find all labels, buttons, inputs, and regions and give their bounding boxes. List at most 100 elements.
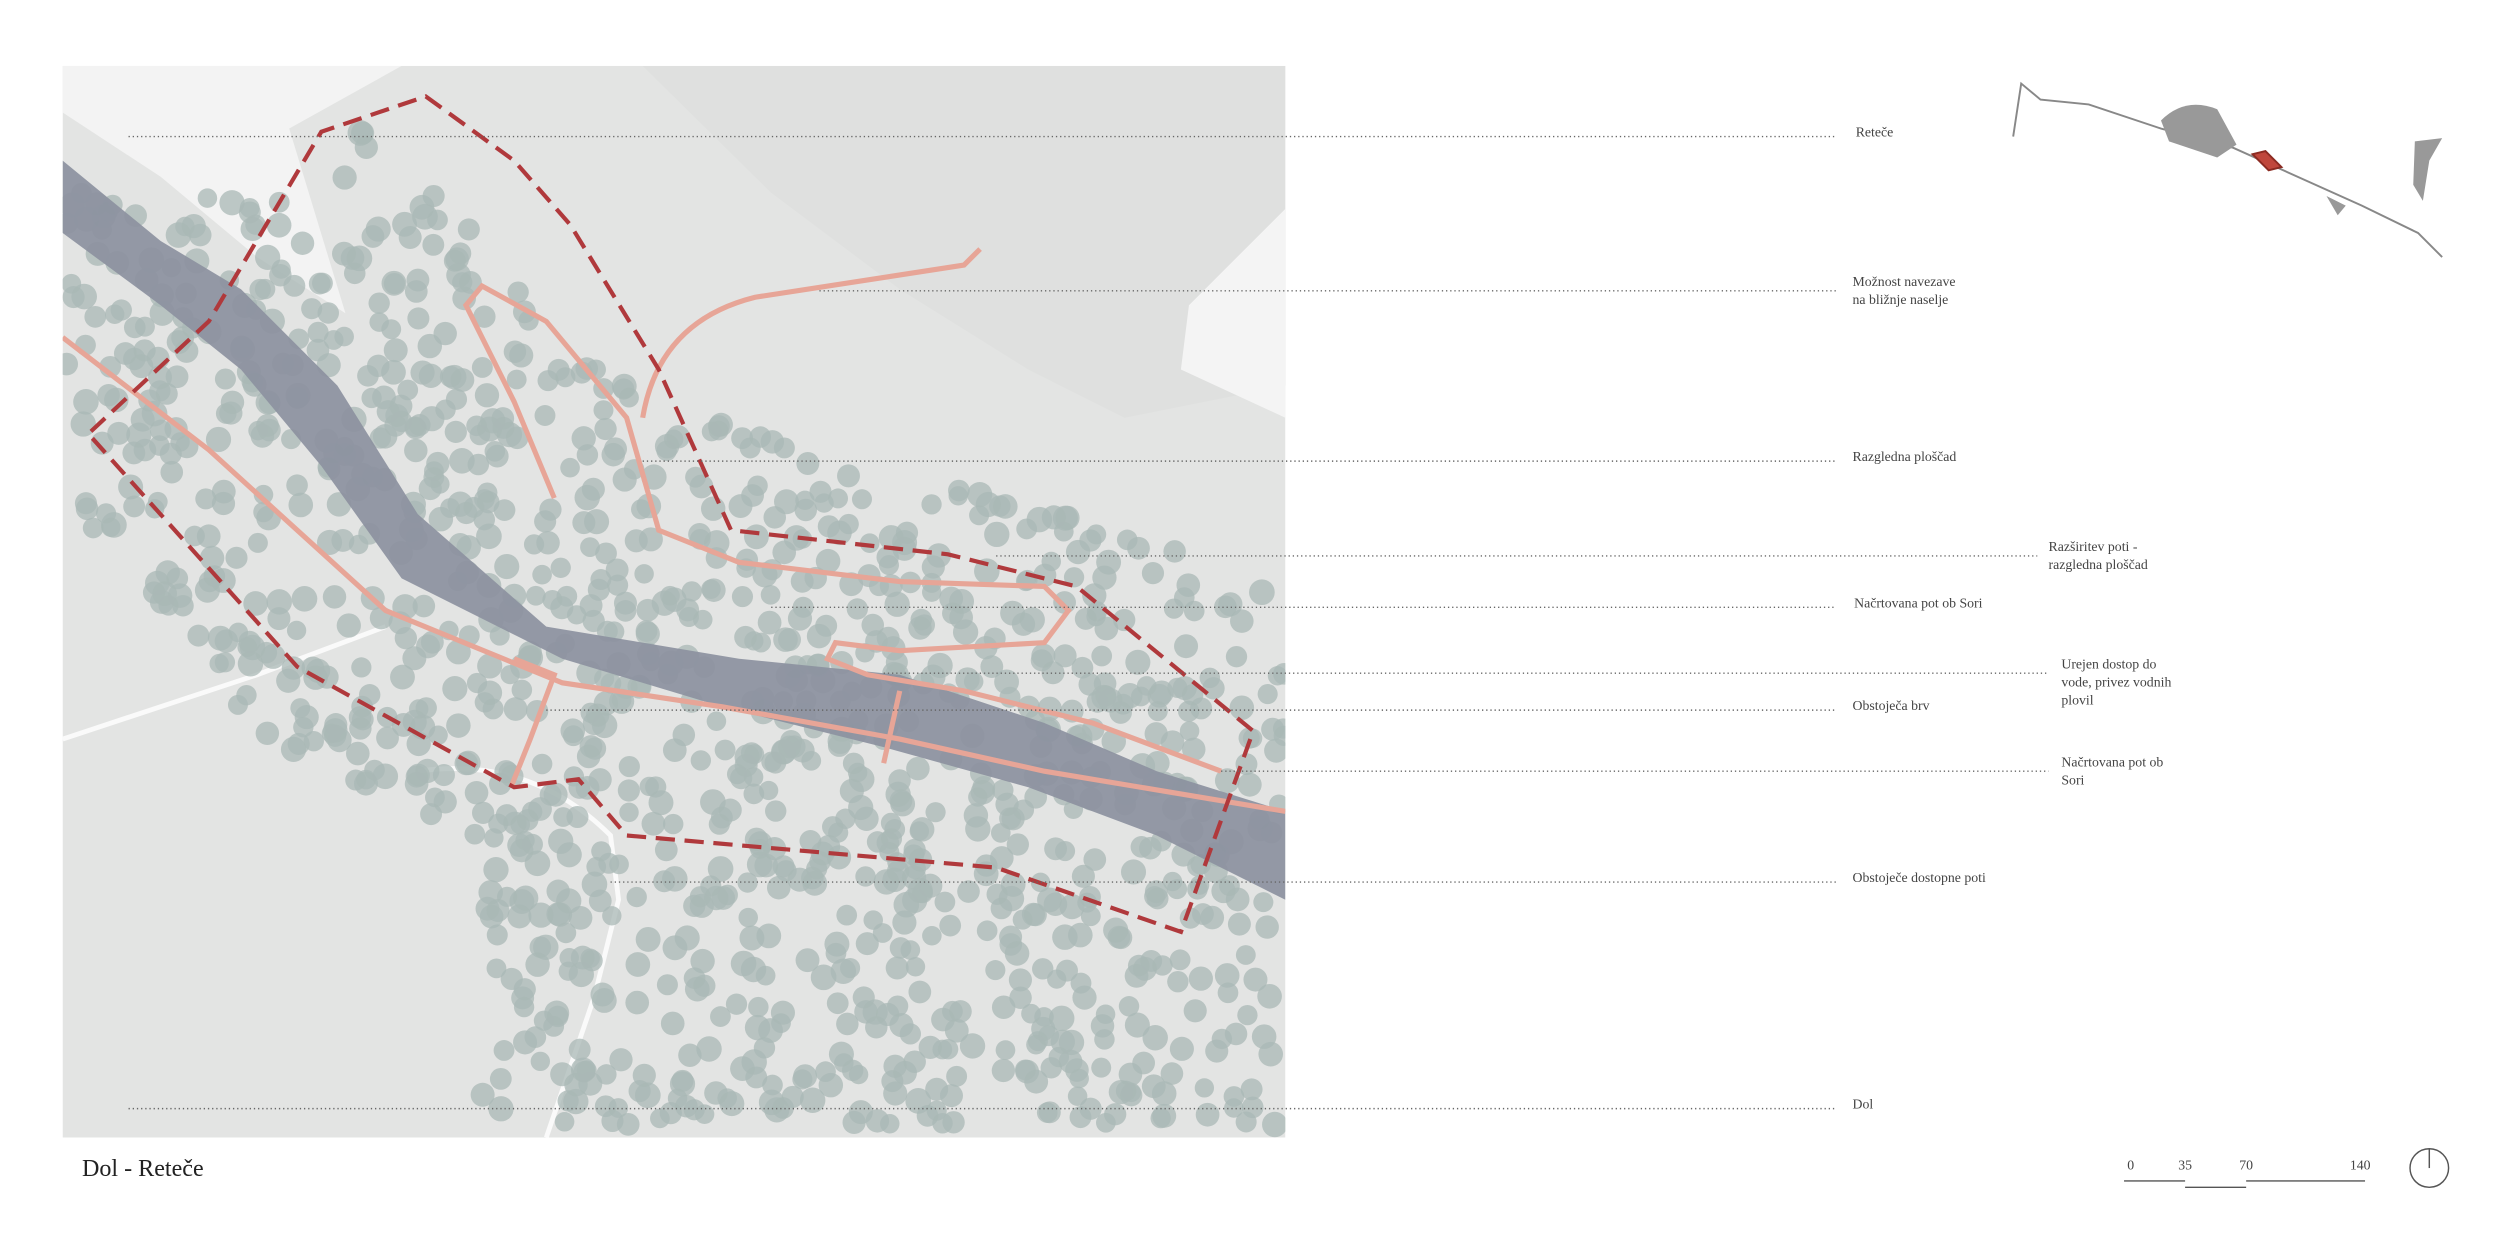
tree xyxy=(1178,700,1200,722)
tree xyxy=(525,952,550,977)
tree xyxy=(1125,649,1151,675)
tree xyxy=(714,739,736,761)
tree xyxy=(885,651,908,674)
tree xyxy=(73,389,99,415)
tree xyxy=(493,499,516,522)
tree xyxy=(1021,902,1046,926)
tree xyxy=(366,354,390,378)
tree xyxy=(1249,579,1275,606)
tree xyxy=(1141,562,1165,585)
annotation-label: na bližnje naselje xyxy=(1853,292,1949,307)
tree xyxy=(394,627,418,650)
tree xyxy=(603,621,625,642)
tree xyxy=(946,1065,968,1087)
tree xyxy=(531,753,553,775)
tree xyxy=(560,718,586,744)
tree xyxy=(525,585,546,606)
tree xyxy=(317,302,340,324)
tree xyxy=(446,262,471,288)
tree xyxy=(681,581,702,602)
leader-lines: Reteče Možnost navezave na bližnje naselje… xyxy=(128,125,2171,1112)
tree xyxy=(1103,917,1129,943)
tree xyxy=(624,529,648,553)
tree xyxy=(810,964,837,991)
tree xyxy=(347,120,374,146)
tree xyxy=(1031,643,1056,668)
tree xyxy=(420,803,443,826)
tree xyxy=(1169,1036,1194,1061)
tree xyxy=(568,905,593,930)
tree xyxy=(1021,1003,1041,1024)
tree xyxy=(1009,986,1032,1009)
tree xyxy=(118,474,144,500)
tree xyxy=(171,326,195,350)
tree xyxy=(922,925,942,946)
tree xyxy=(910,817,935,842)
tree xyxy=(410,360,435,385)
tree xyxy=(267,607,291,631)
tree xyxy=(1160,730,1185,754)
tree xyxy=(1167,970,1189,993)
tree xyxy=(1235,945,1256,965)
tree xyxy=(315,665,339,689)
tree xyxy=(1078,673,1102,696)
tree xyxy=(992,779,1014,801)
tree xyxy=(207,625,233,651)
annotation-label: Načrtovana pot ob xyxy=(2061,754,2163,769)
tree xyxy=(1079,529,1102,552)
tree xyxy=(543,782,568,807)
tree xyxy=(248,420,268,441)
annotation-label: Obstoječa brv xyxy=(1853,698,1930,713)
tree xyxy=(332,165,357,190)
tree xyxy=(1223,1086,1245,1107)
tree xyxy=(632,1063,656,1087)
tree xyxy=(952,619,979,645)
tree xyxy=(1195,1102,1220,1127)
tree xyxy=(254,278,276,300)
tree xyxy=(1167,677,1188,698)
tree xyxy=(351,708,374,731)
tree xyxy=(934,891,956,913)
tree xyxy=(696,1036,722,1062)
tree xyxy=(1032,958,1054,980)
tree xyxy=(580,948,600,968)
tree xyxy=(361,225,385,248)
tree xyxy=(671,1069,694,1092)
tree xyxy=(701,421,722,442)
tree xyxy=(761,751,782,772)
tree xyxy=(1096,549,1122,575)
tree xyxy=(841,1059,864,1082)
tree xyxy=(584,509,610,535)
tree xyxy=(739,925,765,951)
tree xyxy=(1013,799,1035,821)
tree xyxy=(625,952,651,977)
tree xyxy=(290,698,311,719)
tree xyxy=(422,233,445,256)
tree xyxy=(253,484,274,505)
tree xyxy=(667,1088,688,1109)
tree xyxy=(493,1040,515,1061)
tree xyxy=(90,431,114,455)
tree xyxy=(287,732,310,755)
tree xyxy=(1235,1111,1257,1133)
tree xyxy=(641,811,666,836)
tree xyxy=(731,585,754,608)
tree xyxy=(205,426,232,453)
tree xyxy=(885,956,909,980)
tree xyxy=(906,756,930,781)
annotation-label: Razširitev poti - xyxy=(2049,539,2138,554)
tree xyxy=(442,676,468,702)
tree xyxy=(605,558,629,582)
tree xyxy=(778,628,801,652)
tree xyxy=(616,1113,640,1136)
tree xyxy=(415,697,437,719)
tree xyxy=(1217,982,1239,1004)
tree xyxy=(286,474,308,497)
tree xyxy=(1069,1068,1089,1089)
tree xyxy=(626,886,647,908)
tree xyxy=(1014,1059,1036,1081)
tree xyxy=(1237,1004,1258,1026)
tree xyxy=(530,1051,551,1072)
tree xyxy=(1118,996,1140,1017)
tree xyxy=(1264,738,1286,763)
